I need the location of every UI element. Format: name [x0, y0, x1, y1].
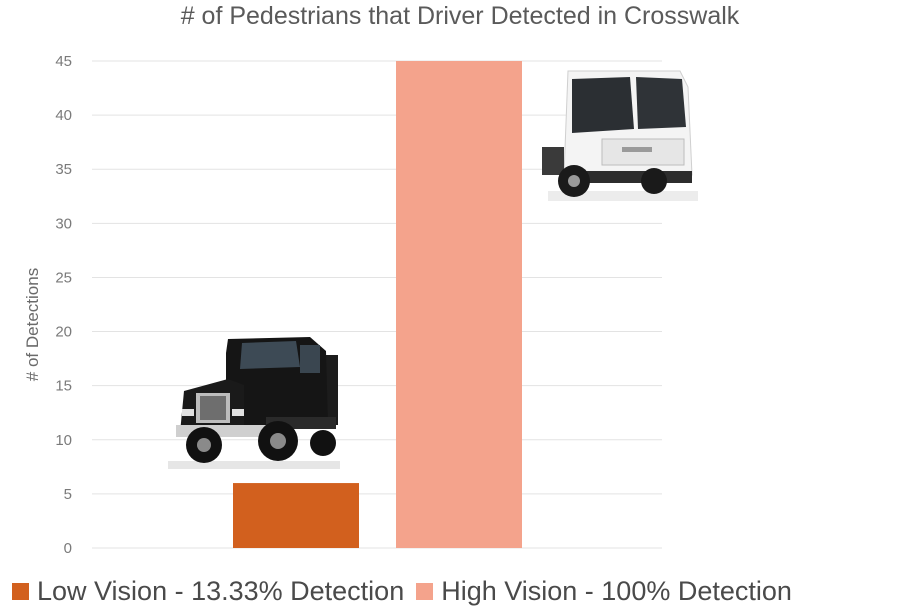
y-tick-label: 45 [55, 53, 72, 70]
y-tick-label: 20 [55, 324, 72, 341]
bar-high-vision [396, 61, 522, 548]
legend-label-low-vision: Low Vision - 13.33% Detection [37, 576, 405, 606]
y-tick-label: 40 [55, 107, 72, 124]
y-axis-title: # of Detections [23, 268, 42, 381]
legend-item-low-vision: Low Vision - 13.33% Detection [12, 576, 404, 607]
y-tick-label: 0 [64, 540, 72, 557]
bars [233, 61, 522, 548]
black-dump-truck-image [168, 337, 340, 469]
y-axis-ticks: 0 5 10 15 20 25 30 35 40 45 [55, 53, 72, 557]
y-tick-label: 5 [64, 486, 72, 503]
white-refuse-truck-image [542, 70, 698, 201]
y-tick-label: 15 [55, 378, 72, 395]
y-tick-label: 30 [55, 215, 72, 232]
legend-swatch-high-vision [416, 583, 434, 600]
bar-low-vision [233, 483, 359, 548]
legend: Low Vision - 13.33% Detection High Visio… [12, 576, 804, 607]
legend-item-high-vision: High Vision - 100% Detection [416, 576, 792, 607]
legend-swatch-low-vision [12, 583, 29, 600]
legend-label-high-vision: High Vision - 100% Detection [441, 576, 792, 606]
y-tick-label: 10 [55, 432, 72, 449]
y-tick-label: 25 [55, 269, 72, 286]
chart-title: # of Pedestrians that Driver Detected in… [180, 2, 740, 30]
y-tick-label: 35 [55, 161, 72, 178]
